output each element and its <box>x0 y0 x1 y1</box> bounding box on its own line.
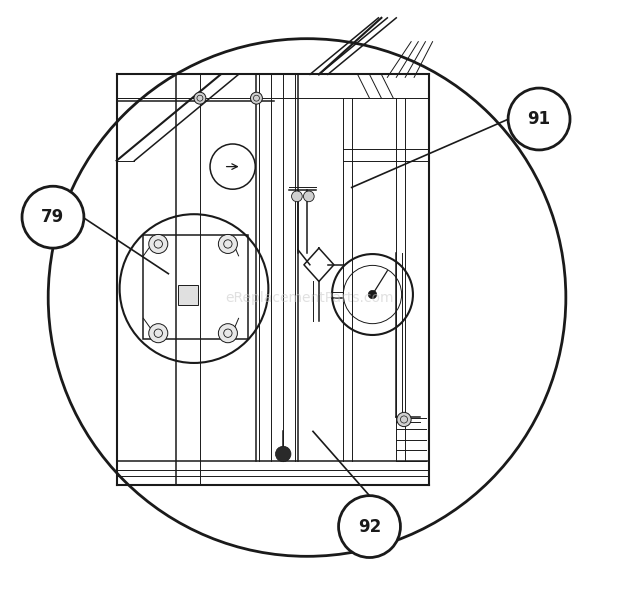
Circle shape <box>303 191 314 202</box>
Bar <box>178 285 198 305</box>
Circle shape <box>22 186 84 248</box>
Circle shape <box>218 324 237 343</box>
Text: 91: 91 <box>528 110 551 128</box>
Text: 79: 79 <box>42 208 64 226</box>
Text: eReplacementParts.com: eReplacementParts.com <box>226 290 394 305</box>
Circle shape <box>339 496 401 558</box>
Text: 92: 92 <box>358 518 381 536</box>
Circle shape <box>368 290 376 299</box>
Circle shape <box>194 92 206 104</box>
Circle shape <box>397 412 411 427</box>
Circle shape <box>291 191 303 202</box>
Circle shape <box>275 446 291 462</box>
Circle shape <box>508 88 570 150</box>
Bar <box>143 235 247 339</box>
Circle shape <box>149 234 168 253</box>
Circle shape <box>218 234 237 253</box>
Circle shape <box>149 324 168 343</box>
Circle shape <box>250 92 262 104</box>
